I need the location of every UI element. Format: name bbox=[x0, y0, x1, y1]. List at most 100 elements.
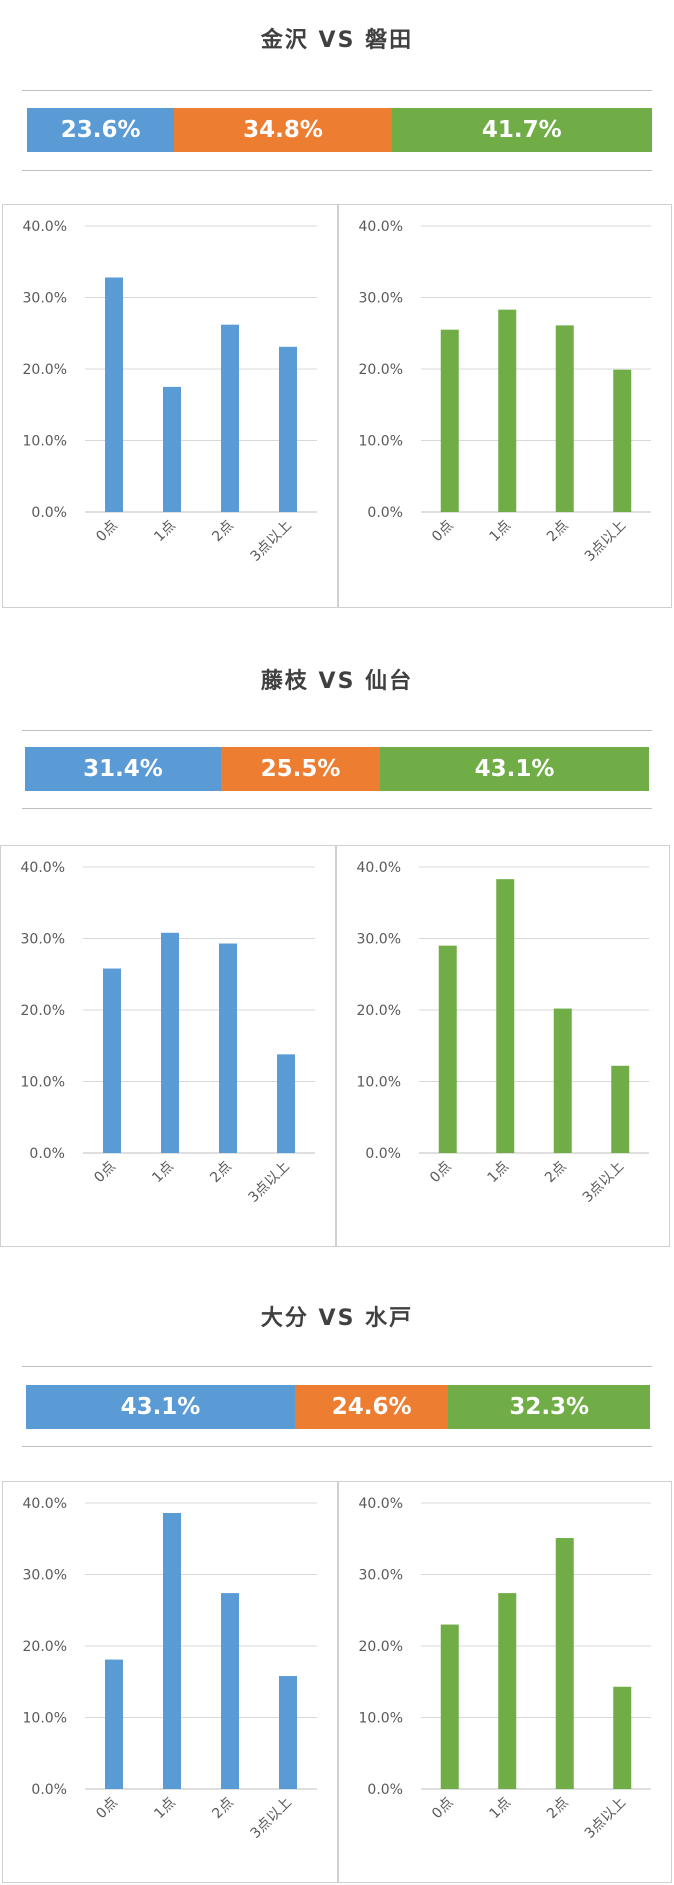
bar bbox=[221, 1593, 239, 1789]
away-win-segment: 43.1% bbox=[380, 747, 649, 791]
outcome-stacked-bar: 23.6% 34.8% 41.7% bbox=[27, 108, 652, 152]
home-win-segment: 23.6% bbox=[27, 108, 175, 152]
away-win-segment: 32.3% bbox=[448, 1385, 650, 1429]
x-tick-label: 1点 bbox=[151, 518, 179, 546]
x-tick-label: 1点 bbox=[485, 1159, 513, 1187]
y-tick-label: 30.0% bbox=[21, 932, 65, 948]
y-tick-label: 20.0% bbox=[21, 1003, 65, 1019]
bar bbox=[555, 1538, 574, 1789]
y-tick-label: 20.0% bbox=[23, 1639, 67, 1655]
match-title: 藤枝 VS 仙台 bbox=[260, 669, 414, 694]
draw-segment: 24.6% bbox=[294, 1385, 449, 1429]
divider bbox=[22, 730, 652, 731]
y-tick-label: 30.0% bbox=[357, 932, 401, 948]
bar bbox=[611, 1065, 630, 1153]
away-win-segment: 41.7% bbox=[391, 108, 652, 152]
bar bbox=[440, 329, 459, 512]
x-tick-label: 1点 bbox=[151, 1795, 179, 1823]
bar bbox=[613, 1686, 632, 1789]
bar bbox=[219, 943, 237, 1153]
divider bbox=[22, 90, 652, 91]
bar bbox=[553, 1008, 572, 1153]
y-tick-label: 40.0% bbox=[357, 860, 401, 876]
bar bbox=[279, 1676, 297, 1789]
y-tick-label: 40.0% bbox=[23, 219, 67, 235]
bar bbox=[613, 369, 632, 512]
y-tick-label: 20.0% bbox=[359, 362, 403, 378]
match-title: 大分 VS 水戸 bbox=[260, 1306, 414, 1331]
bar bbox=[440, 1624, 459, 1789]
home-goals-chart: 0.0% 10.0% 20.0% 30.0% 40.0% 0点 1点 2点 3点以上 bbox=[0, 845, 336, 1247]
bar bbox=[163, 1513, 181, 1789]
bar bbox=[498, 309, 517, 512]
bar bbox=[103, 968, 121, 1153]
divider bbox=[22, 170, 652, 171]
y-tick-label: 0.0% bbox=[367, 505, 403, 521]
away-goals-chart: 0.0% 10.0% 20.0% 30.0% 40.0% 0点 1点 2点 3点以上 bbox=[336, 845, 670, 1247]
y-tick-label: 30.0% bbox=[23, 291, 67, 307]
x-tick-label: 3点以上 bbox=[248, 1795, 295, 1842]
x-tick-label: 3点以上 bbox=[248, 518, 295, 565]
bar bbox=[161, 932, 179, 1153]
x-tick-label: 2点 bbox=[544, 1795, 572, 1823]
bar bbox=[105, 1659, 123, 1789]
y-tick-label: 20.0% bbox=[23, 362, 67, 378]
match-title: 金沢 VS 磐田 bbox=[260, 28, 414, 53]
y-tick-label: 0.0% bbox=[31, 1782, 67, 1798]
y-tick-label: 10.0% bbox=[21, 1075, 65, 1091]
y-tick-label: 10.0% bbox=[359, 434, 403, 450]
draw-segment: 34.8% bbox=[174, 108, 392, 152]
x-tick-label: 0点 bbox=[427, 1159, 455, 1187]
home-win-segment: 31.4% bbox=[25, 747, 221, 791]
x-tick-label: 3点以上 bbox=[246, 1159, 293, 1206]
outcome-stacked-bar: 43.1% 24.6% 32.3% bbox=[26, 1385, 650, 1429]
x-tick-label: 0点 bbox=[429, 1795, 457, 1823]
y-tick-label: 20.0% bbox=[359, 1639, 403, 1655]
y-tick-label: 0.0% bbox=[31, 505, 67, 521]
x-tick-label: 1点 bbox=[487, 518, 515, 546]
bar-chart-svg: 0.0% 10.0% 20.0% 30.0% 40.0% 0点 1点 2点 3点以上 bbox=[357, 860, 649, 1206]
bar bbox=[555, 325, 574, 512]
bar bbox=[105, 277, 123, 512]
home-win-segment: 43.1% bbox=[26, 1385, 295, 1429]
x-tick-label: 3点以上 bbox=[582, 1795, 629, 1842]
y-tick-label: 10.0% bbox=[357, 1075, 401, 1091]
y-tick-label: 0.0% bbox=[365, 1146, 401, 1162]
draw-segment: 25.5% bbox=[220, 747, 381, 791]
home-goals-chart: 0.0% 10.0% 20.0% 30.0% 40.0% 0点 1点 2点 3点以上 bbox=[2, 204, 338, 608]
bar-chart-svg: 0.0% 10.0% 20.0% 30.0% 40.0% 0点 1点 2点 3点以上 bbox=[359, 219, 651, 565]
x-tick-label: 3点以上 bbox=[582, 518, 629, 565]
outcome-stacked-bar: 31.4% 25.5% 43.1% bbox=[25, 747, 649, 791]
y-tick-label: 40.0% bbox=[23, 1496, 67, 1512]
divider bbox=[22, 808, 652, 809]
y-tick-label: 30.0% bbox=[23, 1568, 67, 1584]
y-tick-label: 0.0% bbox=[367, 1782, 403, 1798]
x-tick-label: 2点 bbox=[207, 1159, 235, 1187]
y-tick-label: 10.0% bbox=[359, 1711, 403, 1727]
bar bbox=[277, 1054, 295, 1153]
bar bbox=[163, 386, 181, 512]
x-tick-label: 0点 bbox=[91, 1159, 119, 1187]
y-tick-label: 0.0% bbox=[29, 1146, 65, 1162]
y-tick-label: 30.0% bbox=[359, 291, 403, 307]
bar bbox=[279, 346, 297, 512]
bar bbox=[221, 324, 239, 512]
x-tick-label: 0点 bbox=[93, 1795, 121, 1823]
bar-chart-svg: 0.0% 10.0% 20.0% 30.0% 40.0% 0点 1点 2点 3点以上 bbox=[23, 219, 317, 565]
divider bbox=[22, 1446, 652, 1447]
home-goals-chart: 0.0% 10.0% 20.0% 30.0% 40.0% 0点 1点 2点 3点以上 bbox=[2, 1481, 338, 1883]
x-tick-label: 2点 bbox=[542, 1159, 570, 1187]
away-goals-chart: 0.0% 10.0% 20.0% 30.0% 40.0% 0点 1点 2点 3点以上 bbox=[338, 204, 672, 608]
bar bbox=[438, 945, 457, 1153]
y-tick-label: 40.0% bbox=[359, 1496, 403, 1512]
bar bbox=[498, 1593, 517, 1789]
away-goals-chart: 0.0% 10.0% 20.0% 30.0% 40.0% 0点 1点 2点 3点以上 bbox=[338, 1481, 672, 1883]
y-tick-label: 30.0% bbox=[359, 1568, 403, 1584]
y-tick-label: 20.0% bbox=[357, 1003, 401, 1019]
x-tick-label: 1点 bbox=[487, 1795, 515, 1823]
x-tick-label: 0点 bbox=[93, 518, 121, 546]
x-tick-label: 3点以上 bbox=[580, 1159, 627, 1206]
bar bbox=[496, 879, 515, 1153]
x-tick-label: 1点 bbox=[149, 1159, 177, 1187]
y-tick-label: 10.0% bbox=[23, 434, 67, 450]
